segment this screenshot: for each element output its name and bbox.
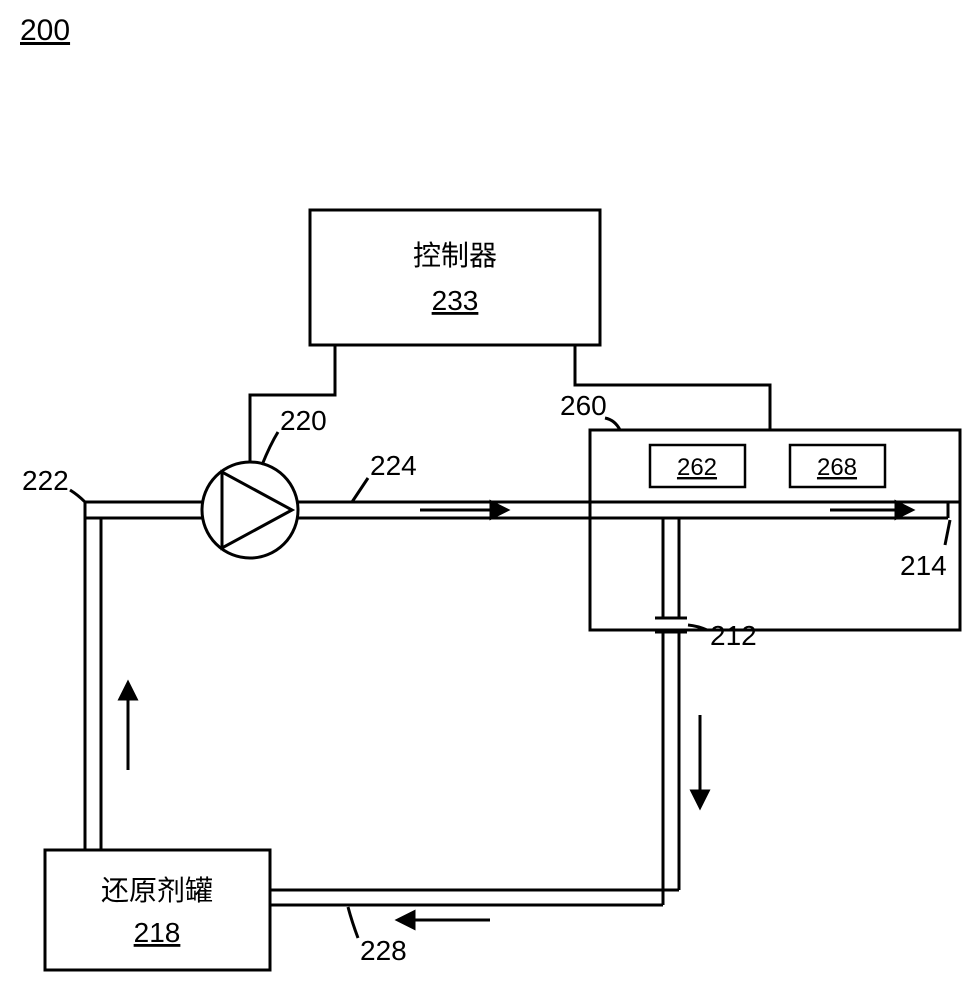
controller-ref: 233 — [432, 285, 479, 316]
port-return-ref: 212 — [710, 620, 757, 651]
controller-box — [310, 210, 600, 345]
pump-leader — [262, 432, 278, 465]
leader-222 — [70, 490, 85, 502]
body-box — [590, 430, 960, 630]
pump-circle — [202, 462, 298, 558]
controller-label: 控制器 — [413, 240, 497, 271]
line-return-ref: 228 — [360, 935, 407, 966]
tank-ref: 218 — [134, 917, 181, 948]
body-box-leader — [605, 418, 620, 430]
leader-224 — [352, 478, 368, 502]
figure-number: 200 — [20, 14, 70, 47]
line-in-ref: 222 — [22, 465, 69, 496]
signal-controller-pump — [250, 345, 335, 462]
tank-label: 还原剂罐 — [101, 875, 213, 906]
pump-ref: 220 — [280, 405, 327, 436]
sensor-a-ref: 262 — [677, 454, 717, 481]
tank-box — [45, 850, 270, 970]
body-box-ref: 260 — [560, 390, 607, 421]
schematic-diagram: 200 控制器 233 262 268 260 220 212 214 — [0, 0, 972, 1000]
port-out-ref: 214 — [900, 550, 947, 581]
line-mid-ref: 224 — [370, 450, 417, 481]
leader-228 — [348, 907, 358, 938]
sensor-b-ref: 268 — [817, 454, 857, 481]
